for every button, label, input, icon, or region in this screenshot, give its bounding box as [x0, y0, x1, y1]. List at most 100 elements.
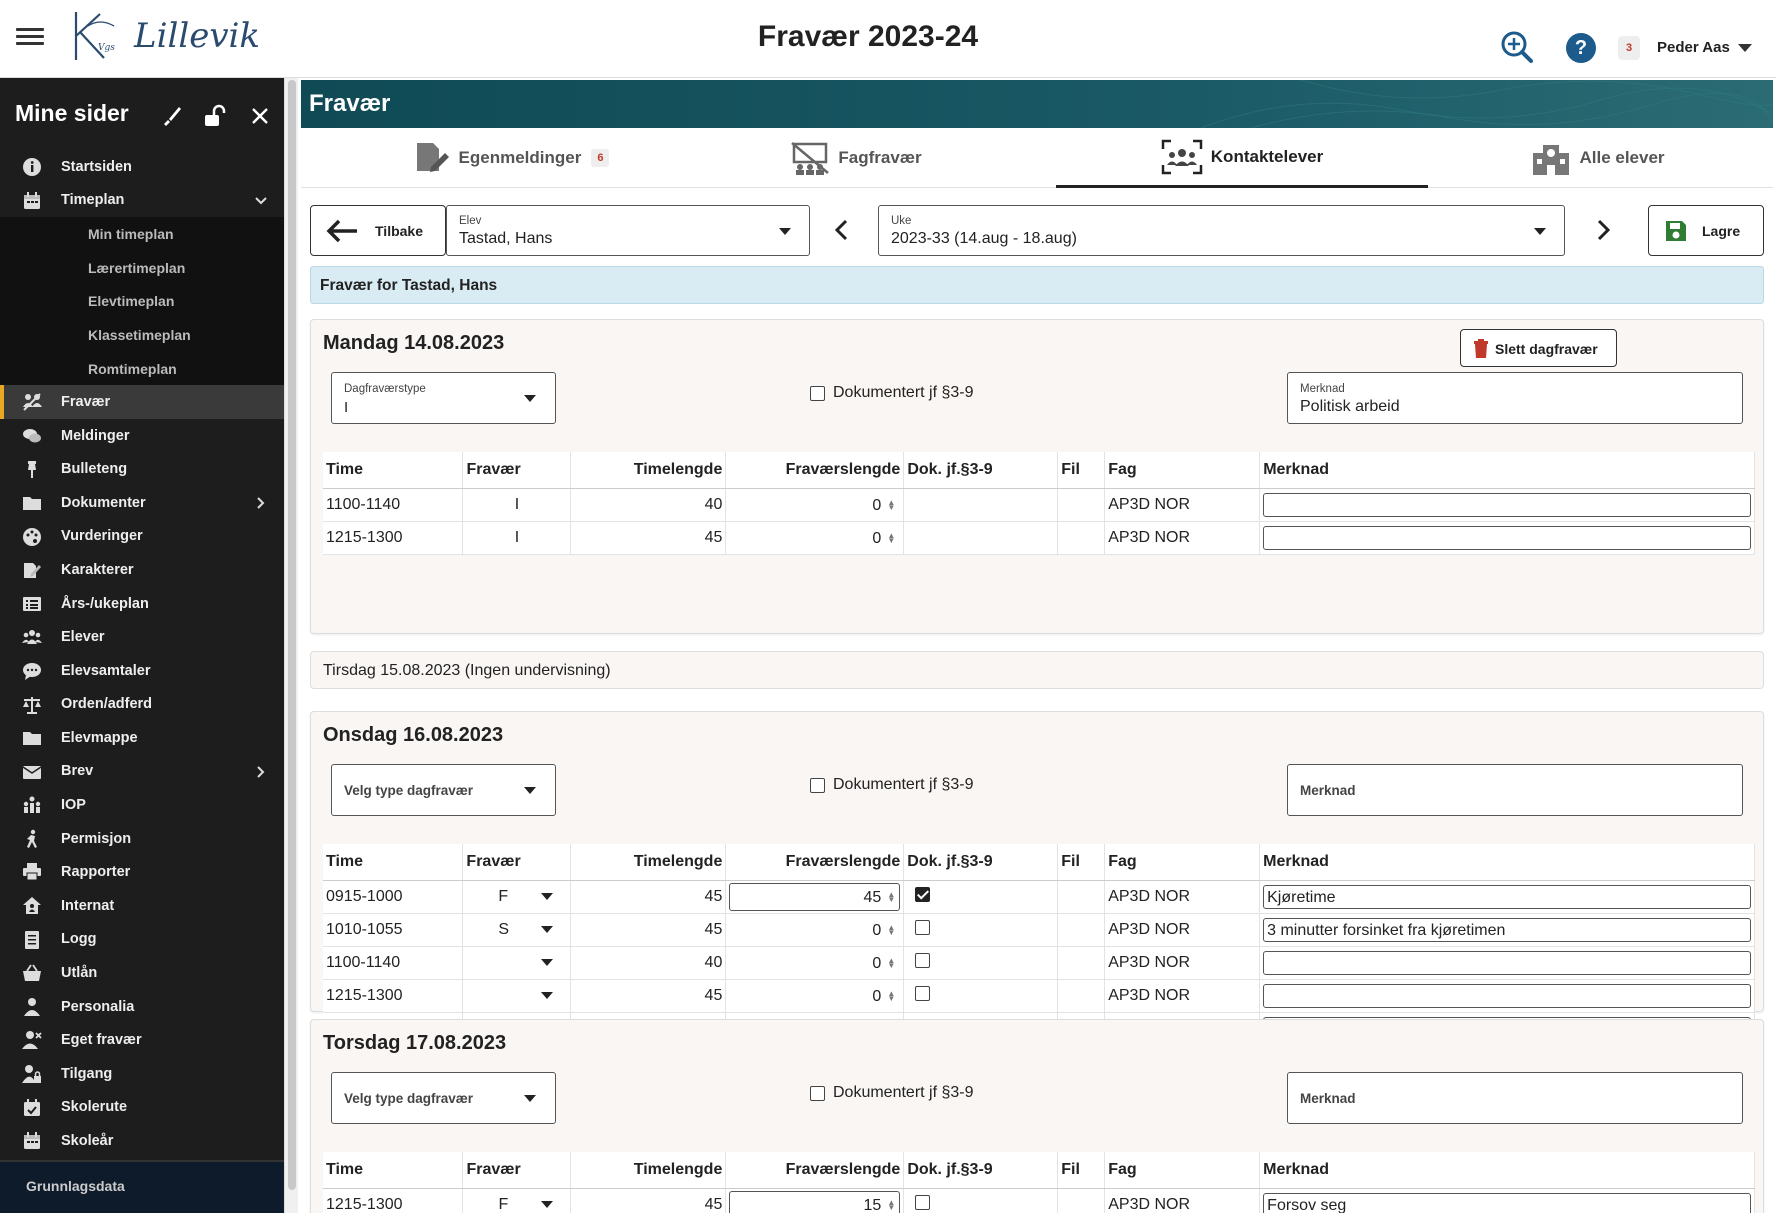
spinner-icon[interactable]: ▲▼ — [887, 955, 896, 970]
sidebar-subitem-romtimeplan[interactable]: Romtimeplan — [0, 351, 284, 386]
documented-row-checkbox[interactable] — [915, 919, 931, 935]
sidebar-item-startsiden[interactable]: Startsiden — [0, 150, 284, 184]
sidebar-subitem-min-timeplan[interactable]: Min timeplan — [0, 217, 284, 251]
week-select[interactable]: Uke 2023-33 (14.aug - 18.aug) — [878, 205, 1565, 256]
absence-length-input[interactable]: 0 ▲▼ — [729, 982, 900, 1010]
chevron-down-icon[interactable] — [1738, 44, 1752, 52]
sidebar-item-eget-fravaer[interactable]: Eget fravær — [0, 1023, 284, 1057]
sidebar-item-bulleteng[interactable]: Bulleteng — [0, 452, 284, 486]
spinner-icon[interactable]: ▲▼ — [887, 1197, 896, 1212]
documented-checkbox[interactable]: Dokumentert jf §3-9 — [810, 776, 974, 794]
lesson-absence-select[interactable] — [462, 979, 572, 1013]
sidebar-item-dokumenter[interactable]: Dokumenter — [0, 486, 284, 520]
sidebar-item-internat[interactable]: Internat — [0, 889, 284, 923]
documented-row-checkbox[interactable] — [915, 985, 931, 1001]
day-remark-field[interactable]: Merknad Politisk arbeid — [1287, 372, 1743, 424]
sidebar-item-fravaer[interactable]: Fravær — [0, 385, 284, 419]
sidebar-item-skolerute[interactable]: Skolerute — [0, 1091, 284, 1125]
documented-row-checkbox[interactable] — [915, 886, 931, 902]
back-button[interactable]: Tilbake — [310, 205, 446, 256]
close-icon[interactable] — [248, 104, 272, 128]
tab-kontaktelever[interactable]: Kontaktelever — [1056, 128, 1428, 188]
sidebar-item-ars-ukeplan[interactable]: Års-/ukeplan — [0, 587, 284, 621]
documented-checkbox[interactable]: Dokumentert jf §3-9 — [810, 384, 974, 402]
zoom-in-icon[interactable] — [1500, 30, 1534, 64]
tab-egenmeldinger[interactable]: Egenmeldinger 6 — [331, 128, 691, 188]
sidebar-item-karakterer[interactable]: Karakterer — [0, 553, 284, 587]
day-remark-field[interactable]: Merknad — [1287, 1072, 1743, 1124]
unlock-icon[interactable] — [202, 104, 226, 128]
previous-week-button[interactable] — [828, 216, 856, 244]
sidebar-item-iop[interactable]: IOP — [0, 788, 284, 822]
absence-length-input[interactable]: 0 ▲▼ — [729, 491, 900, 519]
school-logo[interactable]: Vgs Lillevik — [70, 8, 260, 64]
lesson-remark-input[interactable]: Forsov seg — [1263, 1192, 1751, 1213]
checkbox-icon[interactable] — [810, 777, 825, 793]
spinner-icon[interactable]: ▲▼ — [887, 889, 896, 904]
documented-checkbox[interactable]: Dokumentert jf §3-9 — [810, 1084, 974, 1102]
absence-length-input[interactable]: 0 ▲▼ — [729, 524, 900, 552]
student-select[interactable]: Elev Tastad, Hans — [446, 205, 810, 256]
lesson-absence-select[interactable]: F — [462, 880, 572, 914]
chevron-right-icon[interactable] — [254, 765, 268, 779]
sidebar-item-meldinger[interactable]: Meldinger — [0, 419, 284, 453]
chevron-right-icon[interactable] — [254, 496, 268, 510]
sidebar-item-skolear[interactable]: Skoleår — [0, 1124, 284, 1158]
lesson-remark-input[interactable] — [1263, 492, 1751, 517]
absence-length-input[interactable]: 15 ▲ ▼ — [729, 1190, 901, 1213]
chevron-down-icon[interactable] — [254, 194, 268, 208]
lesson-absence-select[interactable] — [462, 946, 572, 980]
lesson-remark-input[interactable] — [1263, 950, 1751, 975]
sidebar-item-tilgang[interactable]: Tilgang — [0, 1057, 284, 1091]
sidebar-item-vurderinger[interactable]: Vurderinger — [0, 520, 284, 554]
day-absence-type-select[interactable]: Velg type dagfravær — [331, 764, 556, 816]
lesson-remark-input[interactable]: Kjøretime — [1263, 884, 1751, 909]
absence-length-input[interactable]: 0 ▲▼ — [729, 949, 900, 977]
checkbox-icon[interactable] — [810, 1085, 825, 1101]
day-absence-type-select[interactable]: Velg type dagfravær — [331, 1072, 556, 1124]
delete-day-absence-button[interactable]: Slett dagfravær — [1460, 329, 1617, 367]
sidebar-item-timeplan[interactable]: Timeplan — [0, 184, 284, 218]
save-button[interactable]: Lagre — [1648, 205, 1764, 256]
sidebar-subitem-laerertimeplan[interactable]: Lærertimeplan — [0, 250, 284, 285]
absence-length-input[interactable]: 0 ▲▼ — [729, 916, 900, 944]
lesson-absence-select[interactable]: F — [462, 1188, 572, 1213]
sidebar-item-permisjon[interactable]: Permisjon — [0, 822, 284, 856]
sidebar-scrollbar[interactable] — [284, 78, 298, 1213]
spinner-icon[interactable]: ▲▼ — [887, 497, 896, 512]
tab-alle-elever[interactable]: Alle elever — [1428, 128, 1768, 188]
lesson-remark-input[interactable]: 3 minutter forsinket fra kjøretimen — [1263, 917, 1751, 942]
tab-fagfravaer[interactable]: Fagfravær — [691, 128, 1021, 188]
sidebar-item-orden-adferd[interactable]: Orden/adferd — [0, 688, 284, 722]
lesson-absence-select[interactable]: S — [462, 913, 572, 947]
lesson-remark-input[interactable] — [1263, 983, 1751, 1008]
documented-row-checkbox[interactable] — [915, 1194, 931, 1210]
sidebar-item-logg[interactable]: Logg — [0, 923, 284, 957]
brush-icon[interactable] — [160, 104, 184, 128]
sidebar-item-utlan[interactable]: Utlån — [0, 956, 284, 990]
sidebar-subitem-klassetimeplan[interactable]: Klassetimeplan — [0, 317, 284, 352]
spinner-icon[interactable]: ▲▼ — [887, 530, 896, 545]
sidebar-item-rapporter[interactable]: Rapporter — [0, 855, 284, 889]
documented-row-checkbox[interactable] — [915, 952, 931, 968]
lesson-remark-input[interactable] — [1263, 525, 1751, 550]
sidebar-item-elevsamtaler[interactable]: Elevsamtaler — [0, 654, 284, 688]
day-remark-field[interactable]: Merknad — [1287, 764, 1743, 816]
sidebar-subitem-elevtimeplan[interactable]: Elevtimeplan — [0, 284, 284, 318]
day-absence-type-select[interactable]: Dagfraværstype I — [331, 372, 556, 424]
sidebar-footer[interactable]: Grunnlagsdata — [0, 1160, 284, 1213]
notification-badge[interactable]: 3 — [1618, 36, 1640, 60]
spinner-icon[interactable]: ▲▼ — [887, 922, 896, 937]
sidebar-item-elevmappe[interactable]: Elevmappe — [0, 721, 284, 755]
checkbox-icon[interactable] — [810, 385, 825, 401]
next-week-button[interactable] — [1589, 216, 1617, 244]
user-menu[interactable]: Peder Aas — [1657, 39, 1730, 56]
sidebar-item-brev[interactable]: Brev — [0, 755, 284, 789]
menu-toggle-icon[interactable] — [16, 24, 44, 52]
sidebar-item-personalia[interactable]: Personalia — [0, 990, 284, 1024]
absence-length-input[interactable]: 45 ▲ ▼ — [729, 882, 901, 911]
sidebar-item-elever[interactable]: Elever — [0, 620, 284, 654]
help-icon[interactable]: ? — [1566, 33, 1596, 63]
scrollbar-thumb[interactable] — [288, 80, 296, 1190]
spinner-icon[interactable]: ▲▼ — [887, 988, 896, 1003]
